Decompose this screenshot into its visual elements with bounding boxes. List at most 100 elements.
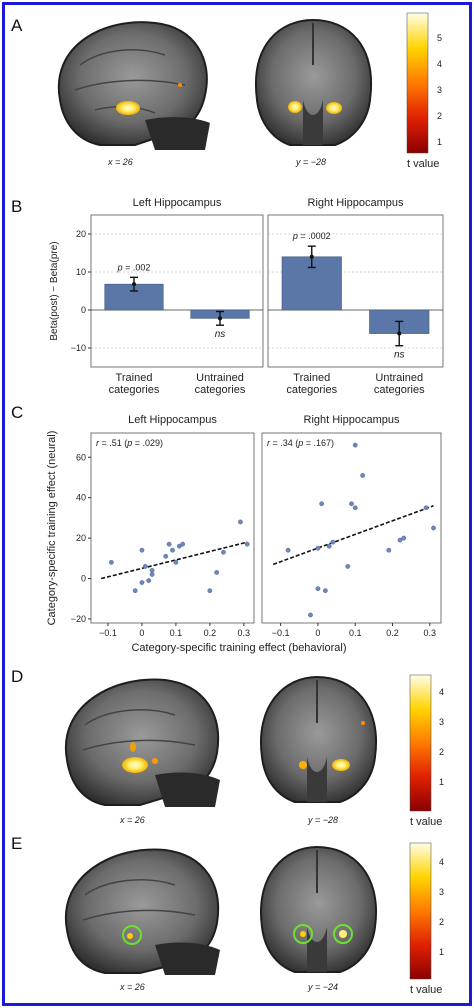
panel-e-left-caption: x = 26 — [119, 982, 145, 992]
activation-blob — [299, 761, 307, 769]
category-label: Trained — [116, 372, 153, 384]
x-tick-label: 0.1 — [349, 628, 362, 638]
x-tick-label: 0 — [315, 628, 320, 638]
data-point — [352, 505, 358, 511]
data-point — [170, 547, 175, 553]
significance-label: p = .0002 — [292, 231, 331, 241]
y-axis-label: Category-specific training effect (neura… — [46, 431, 58, 626]
data-point — [285, 547, 291, 553]
x-tick-label: 0.2 — [386, 628, 399, 638]
panel-b-letter: B — [11, 197, 22, 216]
y-tick-label: 0 — [81, 305, 86, 315]
colorbar-tick: 4 — [439, 857, 444, 867]
category-label: categories — [109, 384, 160, 396]
y-tick-label: 10 — [76, 267, 86, 277]
data-point — [308, 612, 313, 618]
data-point — [142, 564, 148, 569]
panel-d-right-caption: y = −28 — [307, 815, 338, 825]
panel-a-colorbar: 5 4 3 2 1 t value — [406, 12, 442, 170]
x-tick-label: −0.1 — [272, 628, 290, 638]
category-label: categories — [374, 384, 425, 396]
panel-b-bar-charts: Left Hippocampus 20 10 0 −10 Beta(post) − Bet… — [49, 197, 444, 396]
panel-a-right-caption: y = −28 — [295, 157, 326, 167]
panel-e-sagittal-slice — [57, 841, 222, 976]
trend-line — [272, 505, 434, 566]
data-point — [139, 580, 145, 585]
activation-blob — [130, 742, 136, 752]
activation-blob — [127, 933, 133, 939]
panel-e-colorbar: 4 3 2 1 t value — [409, 842, 444, 996]
panel-a-letter: A — [11, 16, 23, 35]
y-tick-label: 60 — [76, 452, 86, 462]
category-label: Trained — [293, 372, 330, 384]
significance-label: ns — [215, 329, 226, 340]
panel-e-right-caption: y = −24 — [307, 982, 338, 992]
data-point — [423, 505, 429, 511]
colorbar-tick: 5 — [437, 33, 442, 43]
colorbar-label: t value — [410, 984, 442, 996]
panel-d-colorbar: 4 3 2 1 t value — [409, 674, 444, 828]
activation-blob — [152, 758, 158, 764]
data-point — [173, 559, 179, 565]
correlation-label: r = .51 (p = .029) — [96, 438, 163, 448]
y-axis-label: Beta(post) − Beta(pre) — [49, 241, 60, 340]
activation-blob — [300, 931, 306, 937]
y-tick-label: 40 — [76, 493, 86, 503]
colorbar-tick: 3 — [437, 85, 442, 95]
panel-d-left-caption: x = 26 — [119, 815, 145, 825]
data-point — [166, 541, 172, 547]
x-tick-label: 0.1 — [170, 628, 183, 638]
panel-c-scatter-plots: Left Hippocampus r = .51 (p = .029) −0.1 0 0… — [46, 414, 442, 654]
activation-blob — [326, 102, 342, 114]
y-tick-label: 20 — [76, 229, 86, 239]
colorbar-tick: 3 — [439, 887, 444, 897]
plot-area — [267, 214, 444, 368]
y-tick-label: 20 — [76, 533, 86, 543]
data-point — [360, 473, 366, 478]
significance-label: ns — [394, 350, 405, 361]
data-point — [180, 541, 186, 547]
colorbar-tick: 2 — [439, 747, 444, 757]
data-point — [322, 588, 328, 594]
data-point — [401, 535, 407, 541]
colorbar-tick: 1 — [439, 947, 444, 957]
activation-blob — [288, 101, 302, 113]
activation-blob — [178, 83, 182, 87]
colorbar-gradient — [406, 12, 429, 154]
activation-blob — [116, 101, 140, 115]
colorbar-tick: 2 — [439, 917, 444, 927]
data-point — [214, 570, 220, 575]
y-tick-label: −10 — [71, 343, 86, 353]
panel-c-letter: C — [11, 403, 23, 422]
data-point — [238, 519, 243, 525]
panel-a-coronal-slice — [250, 15, 375, 150]
data-point — [315, 586, 321, 592]
chart-title: Right Hippocampus — [308, 197, 404, 209]
panel-d-letter: D — [11, 667, 23, 686]
panel-a-sagittal-slice — [45, 15, 210, 150]
category-label: categories — [195, 384, 246, 396]
x-tick-label: 0.3 — [424, 628, 437, 638]
colorbar-label: t value — [407, 158, 439, 170]
data-point — [352, 442, 358, 448]
data-point — [326, 543, 332, 549]
colorbar-tick: 1 — [437, 137, 442, 147]
roi-circle — [293, 924, 313, 944]
data-point — [397, 537, 403, 543]
data-point — [149, 568, 155, 573]
data-point — [386, 547, 392, 553]
significance-label: p = .002 — [117, 262, 151, 272]
data-point — [345, 564, 351, 569]
data-point — [139, 547, 145, 553]
data-point — [349, 501, 354, 507]
activation-blob — [332, 759, 350, 771]
mean-point — [397, 331, 402, 336]
colorbar-tick: 2 — [437, 111, 442, 121]
x-tick-label: −0.1 — [99, 628, 117, 638]
data-point — [163, 553, 169, 559]
data-point — [221, 549, 226, 555]
x-tick-label: 0.2 — [204, 628, 217, 638]
chart-title: Left Hippocampus — [128, 414, 217, 426]
correlation-label: r = .34 (p = .167) — [267, 438, 334, 448]
